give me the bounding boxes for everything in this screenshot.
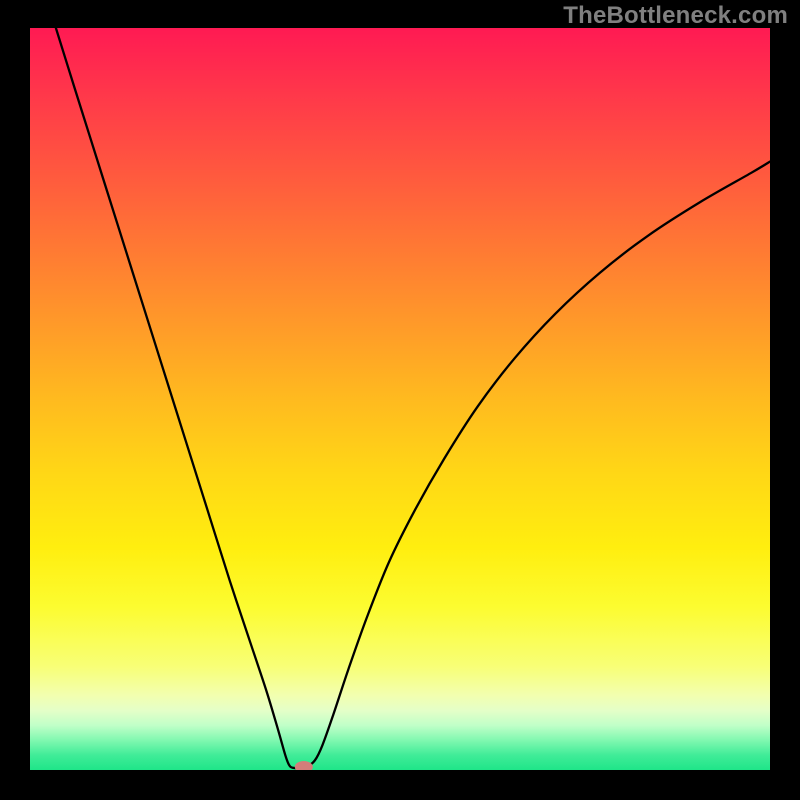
- chart-frame: TheBottleneck.com: [0, 0, 800, 800]
- watermark-text: TheBottleneck.com: [563, 2, 788, 30]
- plot-area: [30, 28, 770, 770]
- plot-background: [30, 28, 770, 770]
- plot-svg: [30, 28, 770, 770]
